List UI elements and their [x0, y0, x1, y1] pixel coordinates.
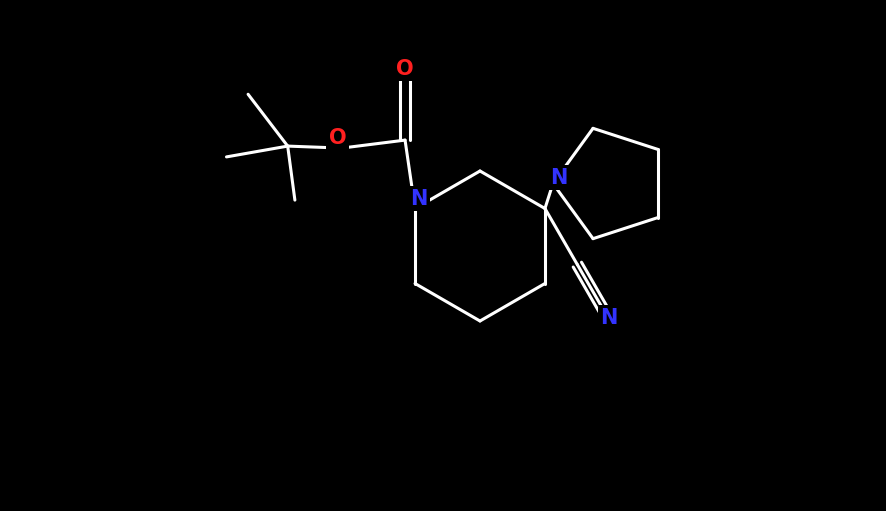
Text: N: N	[410, 189, 428, 208]
Text: O: O	[396, 59, 414, 79]
Text: N: N	[550, 168, 568, 188]
Text: N: N	[601, 308, 618, 328]
Text: O: O	[329, 128, 346, 148]
